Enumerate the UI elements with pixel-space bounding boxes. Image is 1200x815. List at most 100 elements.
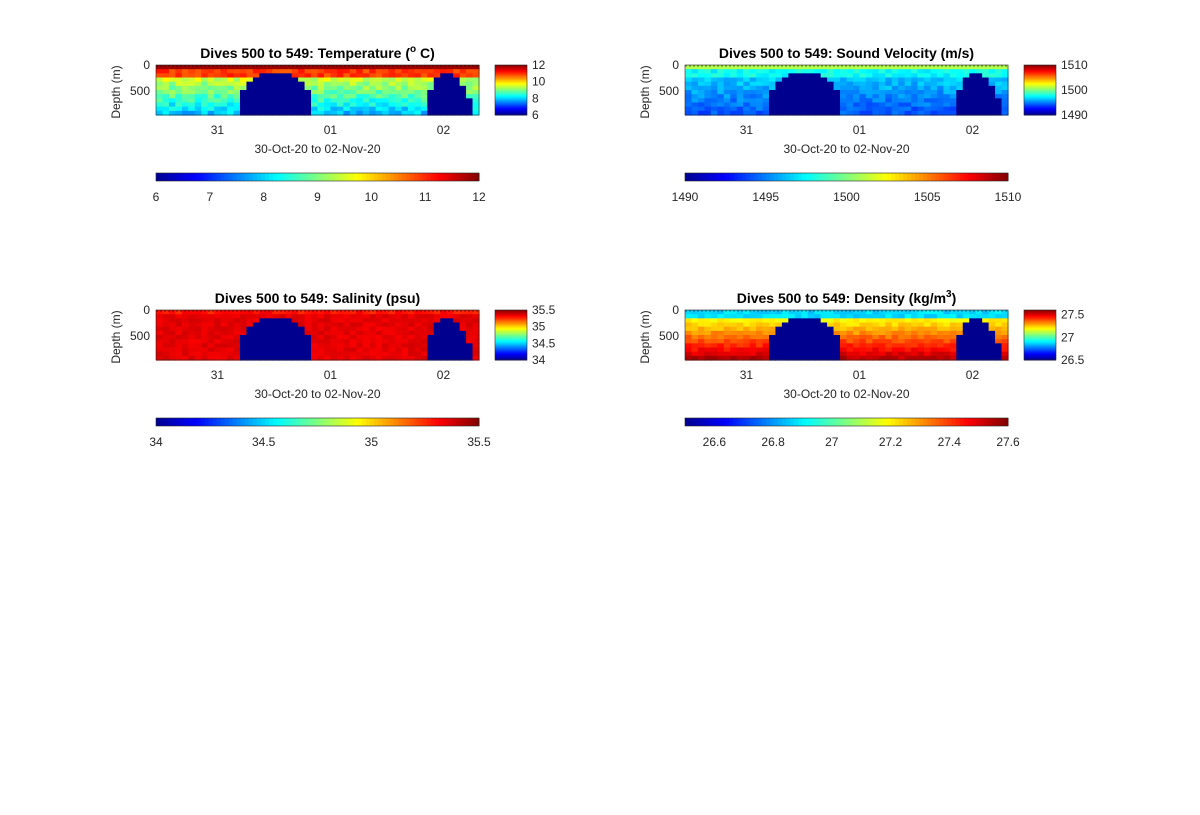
colorbar-swatch [495,336,527,338]
heatmap-cell [852,106,861,112]
heatmap-cell [272,355,280,361]
colorbar-swatch [818,418,823,426]
colorbar-swatch [1024,103,1056,106]
heatmap-cell [911,90,919,95]
heatmap-cell [272,330,280,336]
heatmap-cell [330,102,338,108]
heatmap-cell [717,69,725,74]
heatmap-cell [697,335,705,340]
heatmap-cell [949,73,957,79]
heatmap-cell [175,102,183,108]
colorbar-swatch [785,418,791,426]
colorbar-swatch [406,173,411,181]
heatmap-cell [956,110,964,116]
heatmap-cell [194,102,202,108]
heatmap-cell [872,318,880,324]
colorbar-tick-label: 8 [532,91,539,105]
colorbar-swatch [495,338,527,341]
heatmap-cell [433,73,441,79]
heatmap-cell [685,343,693,349]
heatmap-cell [285,69,293,74]
heatmap-cell [820,65,828,70]
heatmap-cell [401,343,409,349]
heatmap-cell [975,102,983,108]
heatmap-cell [265,85,273,91]
heatmap-cell [756,77,764,83]
heatmap-cell [330,65,338,70]
heatmap-cell [427,102,435,108]
heatmap-cell [317,85,325,91]
colorbar-swatch [196,173,201,181]
heatmap-cell [466,351,474,357]
colorbar-swatch [204,418,209,426]
heatmap-cell [924,355,932,361]
heatmap-cell [730,314,738,319]
colorbar-swatch [281,173,286,181]
heatmap-cell [407,106,415,112]
heatmap-cell [407,81,415,87]
heatmap-cell [407,65,415,70]
heatmap-cell [865,110,873,116]
heatmap-cell [781,335,789,340]
heatmap-cell [956,326,964,332]
heatmap-cell [697,314,705,319]
colorbar-swatch [495,357,527,360]
heatmap-cell [298,330,306,336]
heatmap-cell [194,110,202,116]
heatmap-cell [459,85,467,91]
heatmap-cell [872,69,880,74]
heatmap-cell [840,314,848,319]
heatmap-cell [472,69,480,74]
colorbar-swatch [1024,346,1056,348]
heatmap-cell [356,81,364,87]
heatmap-cell [859,310,867,315]
heatmap-cell [323,314,332,319]
heatmap-cell [336,351,344,357]
heatmap-cell [685,98,693,104]
heatmap-cell [181,94,189,99]
heatmap-cell [911,322,919,328]
heatmap-cell [788,347,796,353]
colorbar-swatch [164,173,169,181]
heatmap-cell [704,98,712,104]
heatmap-cell [323,85,332,91]
colorbar-tick-label: 1490 [1061,108,1088,122]
colorbar-swatch [1024,337,1056,340]
heatmap-cell [710,310,718,315]
heatmap-cell [730,318,738,324]
x-tick-label: 31 [211,368,225,382]
heatmap-cell [259,318,267,324]
heatmap-cell [362,343,370,349]
colorbar-swatch [737,418,743,426]
heatmap-cell [885,330,893,336]
heatmap-cell [156,77,164,83]
heatmap-cell [252,335,260,340]
heatmap-cell [846,98,854,104]
colorbar-swatch [781,173,787,181]
heatmap-cell [872,81,880,87]
heatmap-cell [336,81,344,87]
heatmap-cell [220,90,228,95]
heatmap-cell [214,318,222,324]
heatmap-cell [162,335,170,340]
heatmap-cell [298,326,306,332]
heatmap-cell [466,339,474,344]
heatmap-cell [801,73,809,79]
heatmap-cell [852,314,861,319]
heatmap-cell [239,106,248,112]
colorbar-swatch [495,77,527,80]
heatmap-cell [788,77,796,83]
heatmap-cell [936,310,944,315]
colorbar-swatch [1024,351,1056,353]
heatmap-cell [827,90,835,95]
heatmap-cell [691,339,699,344]
heatmap-cell [891,90,899,95]
heatmap-cell [472,90,480,95]
heatmap-cell [917,106,925,112]
heatmap-cell [995,347,1003,353]
heatmap-cell [278,73,286,79]
heatmap-cell [697,85,705,91]
heatmap-cell [259,355,267,361]
heatmap-cell [827,106,835,112]
heatmap-cell [420,343,428,349]
